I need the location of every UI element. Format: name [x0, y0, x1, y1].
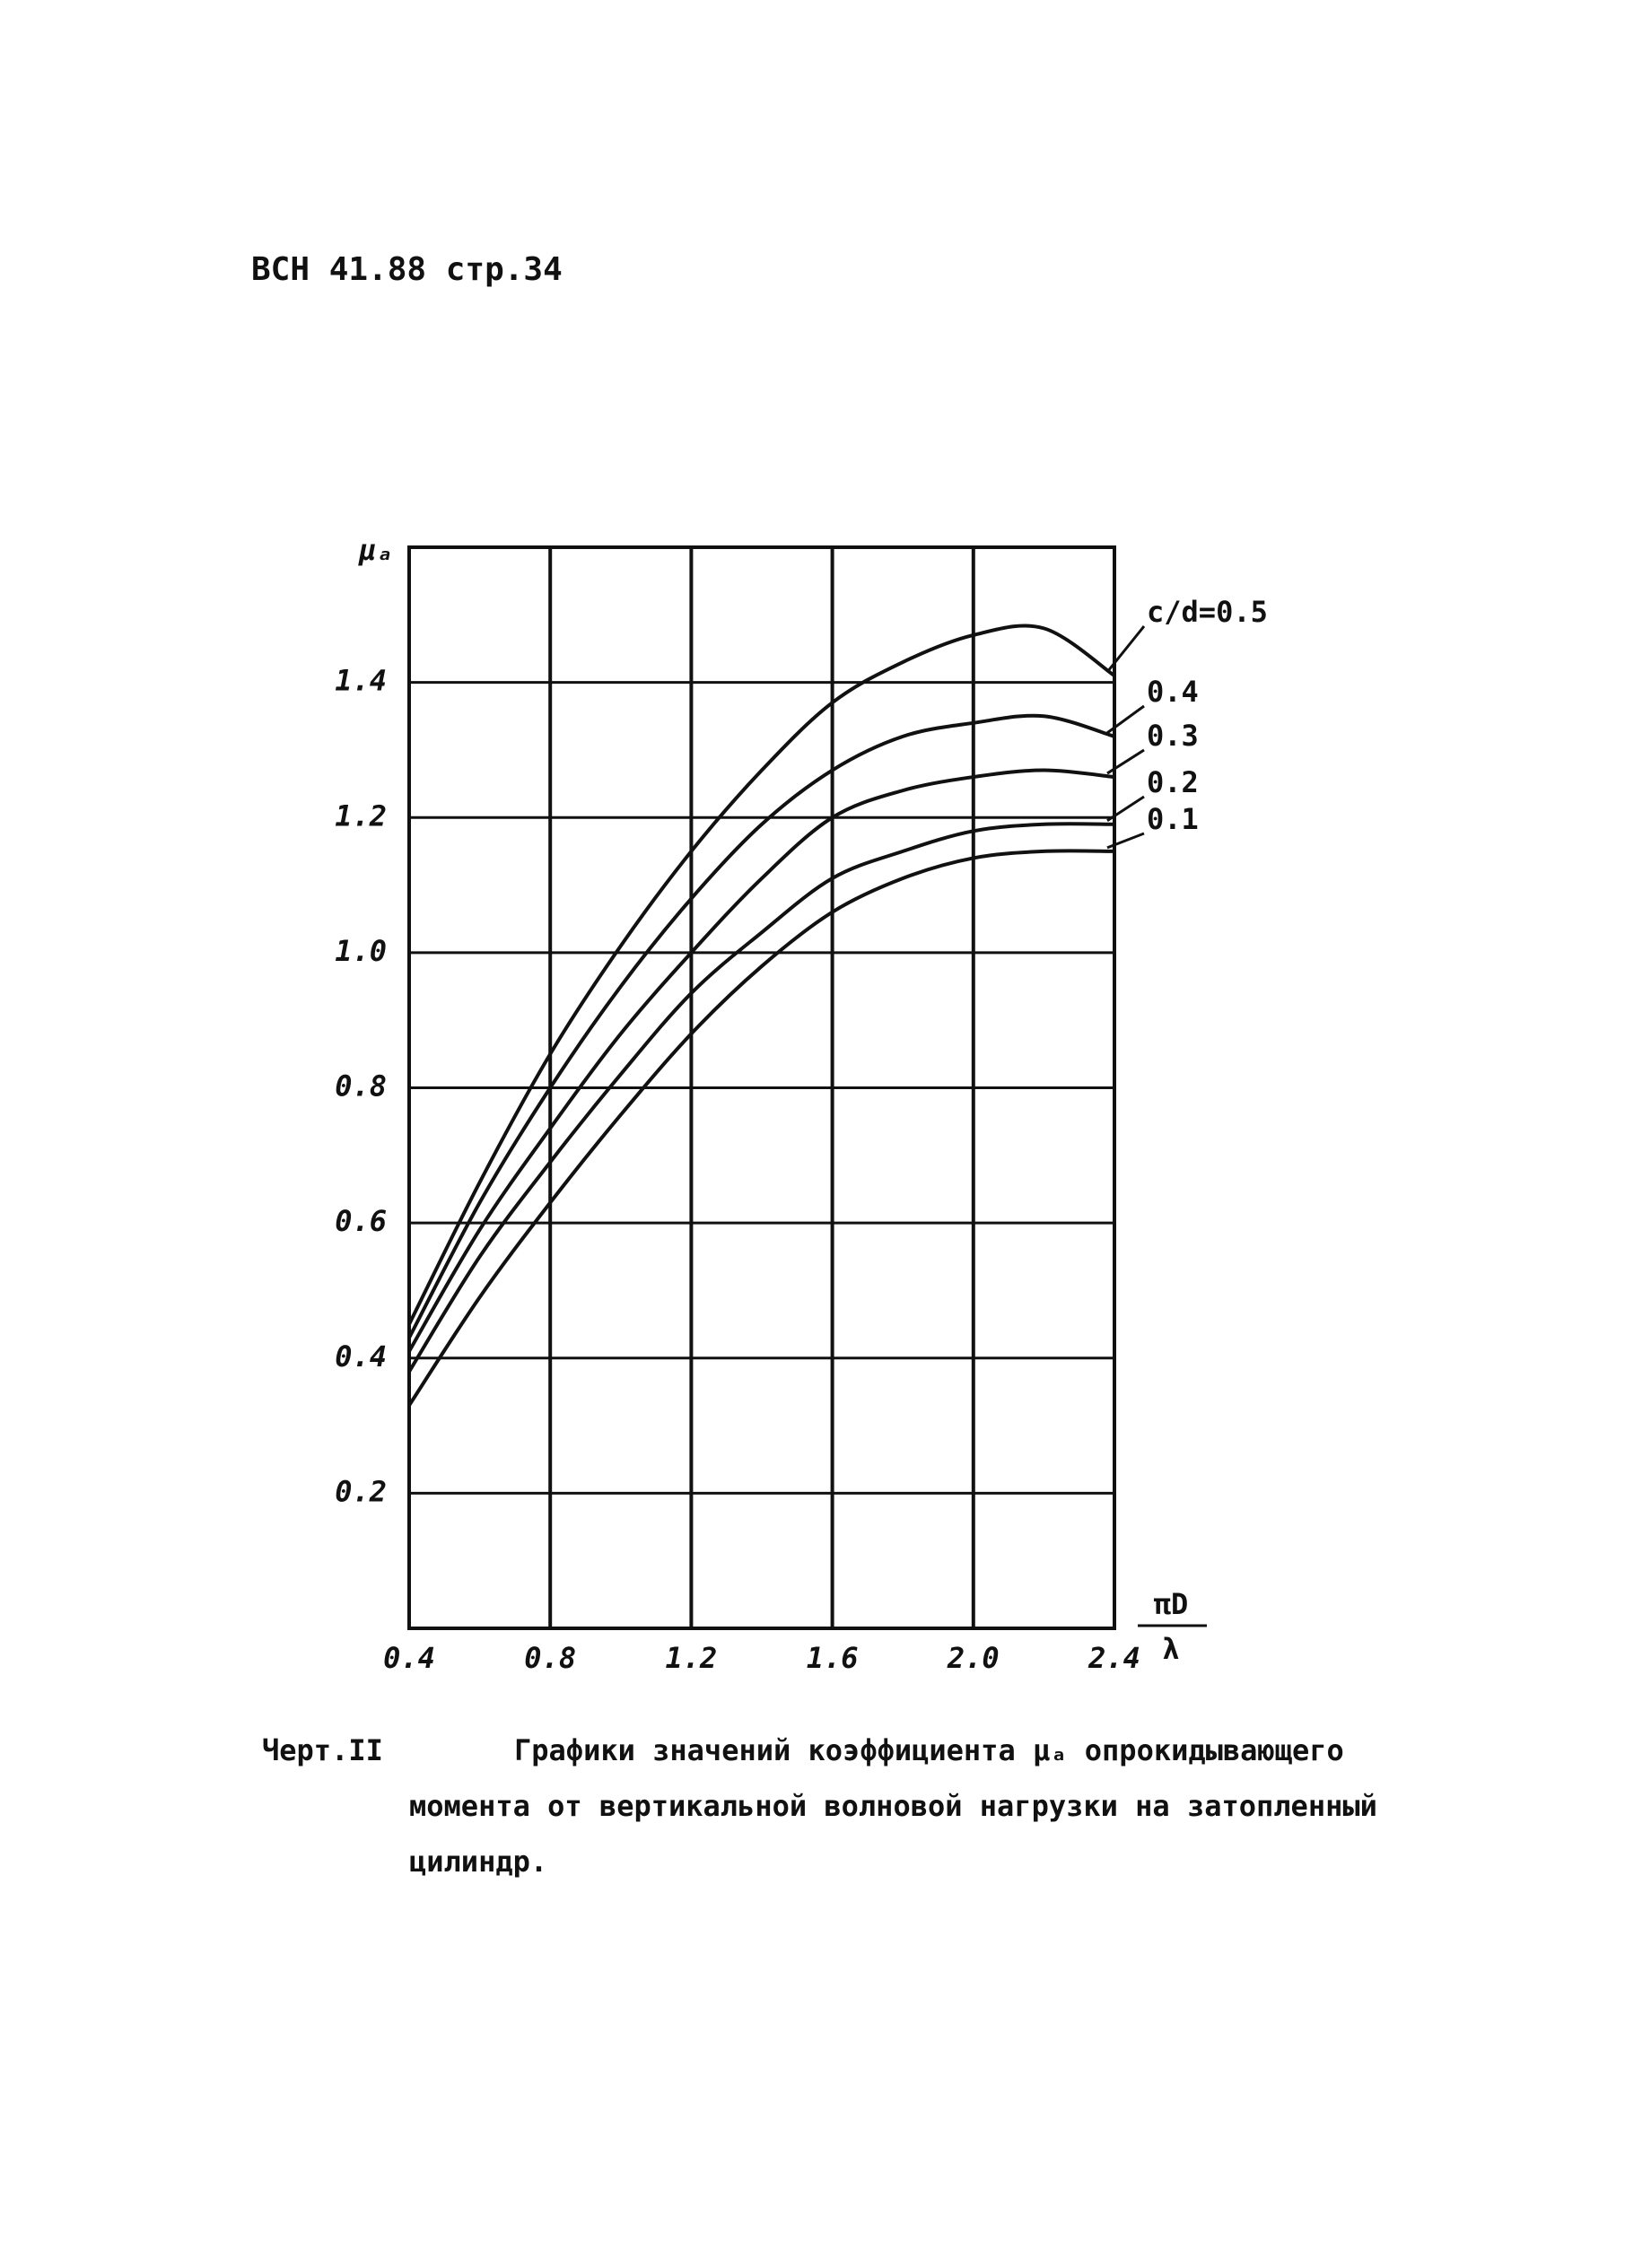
series-line — [407, 713, 1115, 1339]
y-tick-label: 0.6 — [335, 1204, 387, 1238]
legend-label: 0.3 — [1147, 719, 1199, 753]
caption-body: Черт.II Графики значений коэффициента μₐ … — [262, 1723, 1439, 1889]
x-tick-label: 1.2 — [666, 1641, 718, 1675]
y-tick-label: 1.4 — [335, 664, 387, 698]
y-tick-label: 0.2 — [335, 1474, 387, 1508]
series-line — [407, 822, 1115, 1373]
caption-label: Черт.II — [262, 1733, 383, 1767]
legend-leader — [1106, 704, 1145, 735]
y-tick-label: 0.4 — [335, 1339, 387, 1374]
x-tick-label: 2.4 — [1088, 1641, 1140, 1675]
x-tick-label: 0.4 — [383, 1641, 435, 1675]
x-axis-label-numerator: πD — [1154, 1587, 1189, 1621]
y-tick-label: 1.0 — [335, 934, 387, 968]
y-tick-label: 0.8 — [335, 1069, 387, 1103]
x-tick-label: 2.0 — [947, 1641, 1000, 1675]
x-tick-label: 1.6 — [807, 1641, 859, 1675]
x-tick-label: 0.8 — [524, 1641, 576, 1675]
x-axis-label-denominator: λ — [1162, 1632, 1179, 1666]
caption-text: Графики значений коэффициента μₐ опрокид… — [409, 1733, 1377, 1879]
legend-label: 0.2 — [1147, 765, 1199, 799]
legend-leader — [1106, 832, 1145, 850]
legend-leader — [1106, 795, 1145, 823]
y-axis-label: μₐ — [358, 533, 394, 567]
legend-label: c/d=0.5 — [1147, 595, 1268, 629]
page-header: ВСН 41.88 стр.34 — [251, 251, 563, 288]
legend-leader — [1106, 748, 1145, 775]
y-tick-label: 1.2 — [335, 798, 387, 833]
legend-leader — [1105, 625, 1146, 674]
series-line — [407, 768, 1115, 1353]
series-line — [407, 849, 1115, 1407]
legend-label: 0.4 — [1147, 675, 1199, 709]
series-line — [407, 624, 1116, 1325]
legend-label: 0.1 — [1147, 802, 1199, 836]
caption: Черт.II Графики значений коэффициента μₐ … — [262, 1723, 1439, 1889]
